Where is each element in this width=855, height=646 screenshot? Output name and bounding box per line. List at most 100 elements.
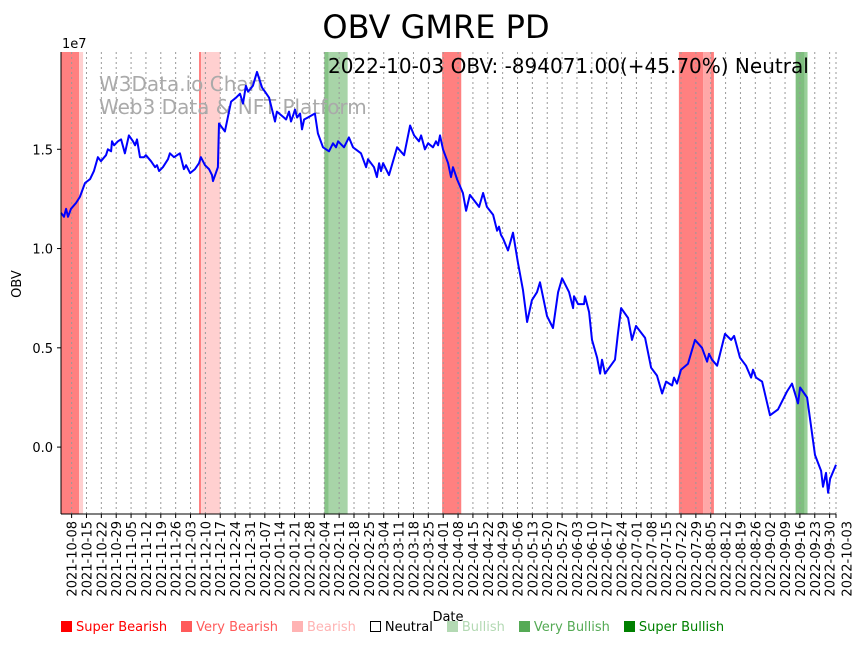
- chart-title: OBV GMRE PD: [322, 8, 549, 46]
- x-tick-label: 2022-07-29: [690, 521, 705, 597]
- y-tick-label: 1.5: [32, 143, 53, 158]
- x-tick-label: 2021-11-12: [140, 521, 155, 597]
- x-tick-label: 2022-08-19: [734, 521, 749, 597]
- x-tick-label: 2022-04-01: [437, 521, 452, 597]
- x-tick-label: 2022-01-21: [289, 521, 304, 597]
- sentiment-region: [201, 52, 221, 514]
- y-tick-label: 1.0: [32, 243, 53, 258]
- x-ticks: 2021-10-08 2021-10-15 2021-10-22 2021-10-29…: [66, 514, 855, 597]
- x-tick-label: 2022-04-22: [482, 521, 497, 597]
- legend-swatch: [369, 621, 381, 632]
- legend-label: Super Bullish: [638, 620, 725, 635]
- sentiment-region: [324, 52, 329, 514]
- x-tick-label: 2021-12-10: [199, 521, 214, 597]
- legend-label: Very Bullish: [533, 620, 610, 635]
- x-tick-label: 2022-01-28: [303, 521, 318, 597]
- x-tick-label: 2022-07-22: [675, 521, 690, 597]
- x-tick-label: 2022-09-09: [779, 521, 794, 597]
- x-tick-label: 2022-09-30: [824, 521, 839, 597]
- sentiment-region: [703, 52, 711, 514]
- x-tick-label: 2021-12-03: [185, 521, 200, 597]
- legend-swatch: [623, 621, 635, 632]
- legend-label: Super Bearish: [76, 620, 168, 635]
- watermark-line-2: Web3 Data & NFT Platform: [99, 95, 367, 119]
- x-tick-label: 2021-12-17: [214, 521, 229, 597]
- x-tick-label: 2022-10-03: [841, 521, 855, 597]
- sentiment-region: [710, 52, 714, 514]
- y-ticks: 0.0 0.5 1.0 1.5: [32, 143, 61, 456]
- sentiment-region: [79, 52, 84, 514]
- legend-swatch: [291, 621, 303, 632]
- x-tick-label: 2022-05-27: [556, 521, 571, 597]
- x-gridlines: [71, 52, 837, 514]
- sentiment-region: [678, 52, 704, 514]
- x-tick-label: 2022-06-03: [571, 521, 586, 597]
- x-tick-label: 2021-10-08: [66, 521, 81, 597]
- x-tick-label: 2022-02-25: [363, 521, 378, 597]
- x-tick-label: 2022-03-25: [422, 521, 437, 597]
- legend-item: Super Bullish: [623, 620, 725, 640]
- legend-label: Bullish: [461, 620, 505, 635]
- sentiment-region: [328, 52, 348, 514]
- x-tick-label: 2022-05-06: [512, 521, 527, 597]
- x-tick-label: 2021-11-05: [125, 521, 140, 597]
- x-tick-label: 2022-07-08: [645, 521, 660, 597]
- x-tick-label: 2022-07-01: [630, 521, 645, 597]
- x-tick-label: 2022-06-10: [586, 521, 601, 597]
- x-tick-label: 2021-12-24: [229, 521, 244, 597]
- legend-item: Bullish: [446, 620, 505, 640]
- x-tick-label: 2022-01-14: [274, 521, 289, 597]
- sentiment-region: [442, 52, 462, 514]
- x-tick-label: 2022-04-29: [497, 521, 512, 597]
- legend-item: Bearish: [291, 620, 356, 640]
- x-tick-label: 2022-03-04: [378, 521, 393, 597]
- x-tick-label: 2021-10-29: [110, 521, 125, 597]
- legend-swatch: [181, 621, 193, 632]
- watermark-line-1: W3Data.io Chart: [99, 72, 265, 96]
- x-tick-label: 2021-12-31: [244, 521, 259, 597]
- x-tick-label: 2022-04-08: [452, 521, 467, 597]
- latest-value-annotation: 2022-10-03 OBV: -894071.00(+45.70%) Neut…: [328, 54, 809, 78]
- legend-item: Super Bearish: [61, 620, 167, 640]
- y-tick-label: 0.0: [32, 441, 53, 456]
- legend-label: Bearish: [306, 620, 356, 635]
- x-tick-label: 2022-02-11: [333, 521, 348, 597]
- sentiment-region: [804, 52, 808, 514]
- legend-item: Neutral: [369, 620, 433, 640]
- x-tick-label: 2022-03-18: [407, 521, 422, 597]
- x-tick-label: 2022-02-04: [318, 521, 333, 597]
- sentiment-region: [199, 52, 202, 514]
- y-tick-label: 0.5: [32, 342, 53, 357]
- legend-swatch: [61, 621, 72, 632]
- x-tick-label: 2022-07-15: [660, 521, 675, 597]
- x-tick-label: 2021-11-26: [170, 521, 185, 597]
- x-tick-label: 2022-06-17: [601, 521, 616, 597]
- x-tick-label: 2022-09-02: [764, 521, 779, 597]
- legend-label: Neutral: [384, 620, 433, 635]
- x-tick-label: 2022-05-13: [526, 521, 541, 597]
- x-tick-label: 2022-03-11: [393, 521, 408, 597]
- x-tick-label: 2021-10-22: [95, 521, 110, 597]
- x-tick-label: 2022-09-16: [794, 521, 809, 597]
- y-multiplier-label: 1e7: [62, 37, 87, 52]
- x-tick-label: 2022-09-23: [809, 521, 824, 597]
- x-tick-label: 2021-11-19: [155, 521, 170, 597]
- x-tick-label: 2022-02-18: [348, 521, 363, 597]
- x-tick-label: 2022-06-24: [616, 521, 631, 597]
- x-tick-label: 2022-01-07: [259, 521, 274, 597]
- sentiment-region: [61, 52, 80, 514]
- x-tick-label: 2022-04-15: [467, 521, 482, 597]
- legend-swatch: [446, 621, 458, 632]
- x-tick-label: 2022-05-20: [541, 521, 556, 597]
- legend-item: Very Bullish: [518, 620, 610, 640]
- legend-label: Very Bearish: [196, 620, 278, 635]
- x-tick-label: 2022-08-26: [749, 521, 764, 597]
- x-tick-label: 2021-10-15: [80, 521, 95, 597]
- legend-swatch: [518, 621, 530, 632]
- x-tick-label: 2022-08-12: [720, 521, 735, 597]
- legend-item: Very Bearish: [181, 620, 278, 640]
- legend: Super Bearish Very Bearish Bearish Neutral B…: [61, 620, 724, 640]
- x-tick-label: 2022-08-05: [705, 521, 720, 597]
- obv-series-line: [60, 70, 837, 494]
